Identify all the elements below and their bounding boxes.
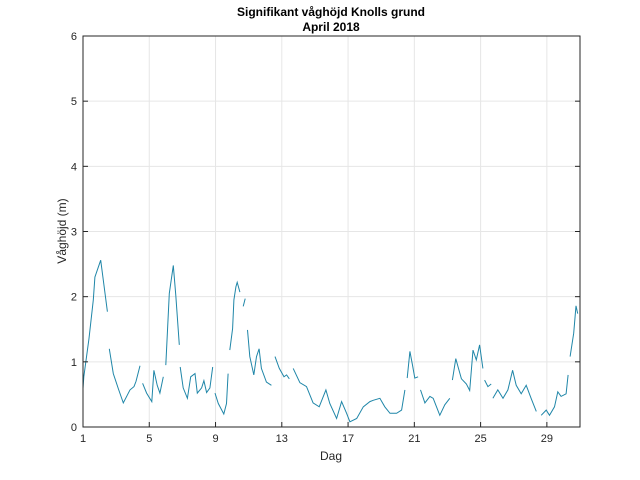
x-tick-label: 13 — [276, 433, 288, 445]
y-axis-label: Våghöjd (m) — [55, 198, 69, 263]
y-axis-ticks: 0 1 2 3 4 5 6 — [71, 31, 580, 434]
x-tick-label: 25 — [474, 433, 486, 445]
series-line-segment — [292, 368, 406, 423]
series-line-segment — [492, 370, 537, 412]
series-line-segment — [82, 260, 108, 389]
y-tick-label: 3 — [71, 227, 77, 239]
y-tick-label: 1 — [71, 357, 77, 369]
series-line-segment — [214, 373, 229, 416]
x-tick-label: 5 — [146, 433, 152, 445]
y-tick-label: 6 — [71, 31, 77, 43]
y-tick-label: 0 — [71, 422, 77, 434]
series-line-segment — [420, 389, 451, 417]
x-axis-ticks: 1 5 9 13 17 21 25 29 — [80, 422, 553, 445]
series-line-segment — [142, 370, 164, 404]
series-line-segment — [242, 298, 246, 307]
y-tick-label: 4 — [71, 161, 77, 173]
series-line-segment — [569, 305, 579, 357]
x-tick-label: 9 — [212, 433, 218, 445]
series-line-segment — [108, 348, 141, 405]
x-tick-label: 17 — [342, 433, 354, 445]
x-tick-label: 29 — [541, 433, 553, 445]
x-tick-label: 1 — [80, 433, 86, 445]
x-tick-label: 21 — [408, 433, 420, 445]
series-line-segment — [406, 351, 419, 379]
series-line-segment — [274, 356, 290, 380]
series-line-segment — [179, 366, 214, 401]
series-line-segment — [451, 344, 484, 393]
chart-subtitle: April 2018 — [302, 20, 360, 34]
series-line-segment — [540, 374, 569, 417]
series-line-segment — [165, 265, 180, 366]
y-tick-label: 5 — [71, 96, 77, 108]
series-line-segment — [247, 329, 272, 386]
chart-title: Signifikant våghöjd Knolls grund — [237, 5, 425, 19]
y-tick-label: 2 — [71, 292, 77, 304]
grid — [82, 35, 580, 428]
series-line-segment — [229, 280, 241, 351]
data-lines — [82, 260, 579, 423]
series-line-segment — [484, 379, 492, 388]
x-axis-label: Dag — [320, 449, 342, 463]
